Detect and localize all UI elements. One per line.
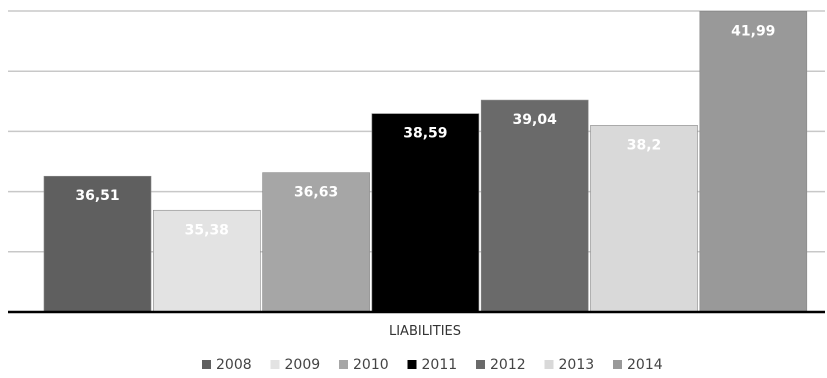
bar-2010 (262, 172, 370, 313)
data-label-2010: 36,63 (294, 185, 338, 201)
legend-swatch-2011 (407, 360, 417, 369)
legend-swatch-2009 (270, 360, 280, 369)
data-label-2009: 35,38 (185, 222, 229, 238)
legend-swatch-2008 (202, 360, 211, 369)
data-label-2013: 38,2 (627, 137, 662, 153)
bar-2014 (699, 11, 808, 313)
data-label-2008: 36,51 (75, 188, 119, 204)
legend: 2008 2009 2010 2011 2012 2013 2014 (202, 357, 663, 373)
legend-label-2009: 2009 (285, 357, 321, 373)
bar-group: 36,51 35,38 36,63 38,59 39,04 38,2 41,99 (43, 11, 808, 313)
bar-2008 (43, 175, 152, 313)
legend-label-2012: 2012 (490, 357, 526, 373)
bar-2012 (480, 99, 589, 313)
bar-2013 (590, 125, 698, 313)
bar-2009 (153, 209, 261, 313)
legend-swatch-2013 (544, 360, 554, 369)
legend-label-2010: 2010 (353, 357, 389, 373)
legend-label-2011: 2011 (422, 357, 458, 373)
data-label-2014: 41,99 (731, 23, 775, 39)
data-label-2011: 38,59 (403, 126, 447, 142)
legend-label-2008: 2008 (216, 357, 252, 373)
legend-swatch-2014 (613, 360, 622, 369)
data-label-2012: 39,04 (513, 112, 558, 128)
legend-swatch-2010 (339, 360, 348, 369)
bar-2011 (371, 113, 480, 313)
legend-swatch-2012 (476, 360, 485, 369)
category-label: LIABILITIES (389, 324, 461, 339)
legend-label-2013: 2013 (559, 357, 595, 373)
legend-label-2014: 2014 (627, 357, 663, 373)
